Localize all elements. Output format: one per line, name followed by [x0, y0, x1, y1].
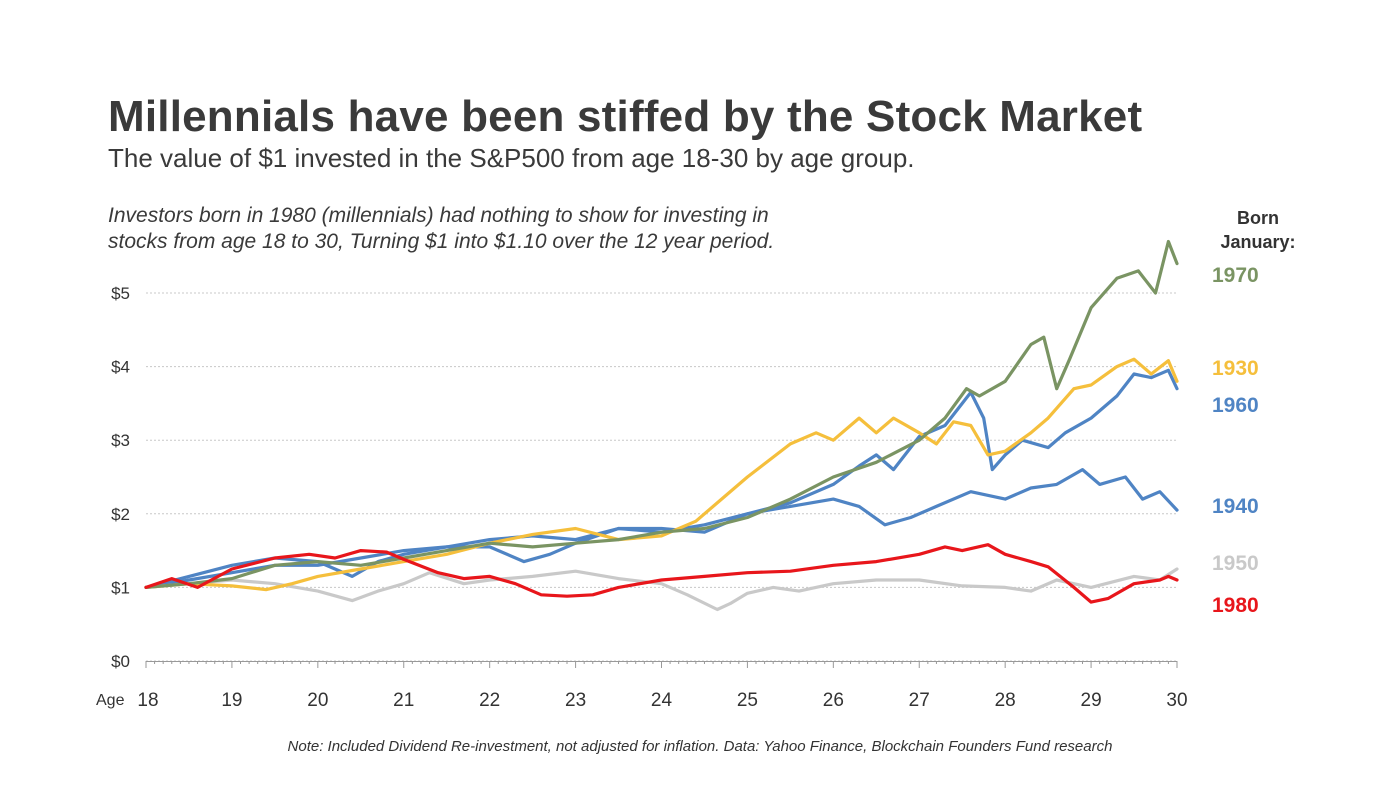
legend-title-line-1: Born — [1237, 208, 1279, 228]
x-tick-label: 20 — [307, 690, 328, 711]
x-tick-label: 26 — [823, 690, 844, 711]
series-line-1940 — [144, 468, 1179, 589]
legend-item-1960: 1960 — [1212, 394, 1259, 417]
x-tick-label: 19 — [221, 690, 242, 711]
series-lines — [144, 239, 1179, 612]
y-tick-label: $3 — [111, 431, 130, 450]
series-line-1970 — [144, 239, 1179, 589]
x-tick-label: 22 — [479, 690, 500, 711]
x-tick-label: 29 — [1081, 690, 1102, 711]
x-axis-label: Age — [96, 692, 125, 709]
x-tick-label: 24 — [651, 690, 673, 711]
chart-note: Note: Included Dividend Re-investment, n… — [287, 738, 1113, 755]
legend-item-1980: 1980 — [1212, 594, 1259, 617]
x-tick-label: 30 — [1166, 690, 1187, 711]
x-tick-label: 21 — [393, 690, 414, 711]
legend-title-line-2: January: — [1220, 232, 1296, 252]
series-line-1980 — [144, 543, 1179, 604]
annotation-line-1: Investors born in 1980 (millennials) had… — [108, 204, 769, 227]
legend-item-1950: 1950 — [1212, 552, 1259, 575]
y-tick-label: $5 — [111, 284, 130, 303]
grid-lines — [146, 292, 1177, 662]
x-axis: 18 19 20 21 22 23 24 25 26 27 28 29 30 Age — [96, 661, 1188, 711]
x-tick-label: 27 — [909, 690, 930, 711]
series-line-1950 — [144, 567, 1179, 612]
legend-item-1970: 1970 — [1212, 264, 1259, 287]
x-tick-label: 28 — [995, 690, 1016, 711]
legend-title: Born January: — [1198, 206, 1318, 254]
chart-annotation: Investors born in 1980 (millennials) had… — [108, 203, 774, 255]
x-tick-label: 18 — [137, 690, 158, 711]
y-tick-label: $0 — [111, 652, 130, 671]
x-tick-label: 25 — [737, 690, 758, 711]
legend-item-1940: 1940 — [1212, 495, 1259, 518]
chart-title: Millennials have been stiffed by the Sto… — [108, 92, 1143, 141]
y-tick-label: $1 — [111, 578, 130, 597]
y-tick-label: $4 — [111, 358, 130, 377]
legend-item-1930: 1930 — [1212, 357, 1259, 380]
x-tick-label: 23 — [565, 690, 586, 711]
annotation-line-2: stocks from age 18 to 30, Turning $1 int… — [108, 230, 775, 253]
chart-subtitle: The value of $1 invested in the S&P500 f… — [108, 143, 915, 173]
y-axis-ticks: $0 $1 $2 $3 $4 $5 — [111, 284, 130, 671]
y-tick-label: $2 — [111, 505, 130, 524]
series-line-1930 — [144, 357, 1179, 592]
